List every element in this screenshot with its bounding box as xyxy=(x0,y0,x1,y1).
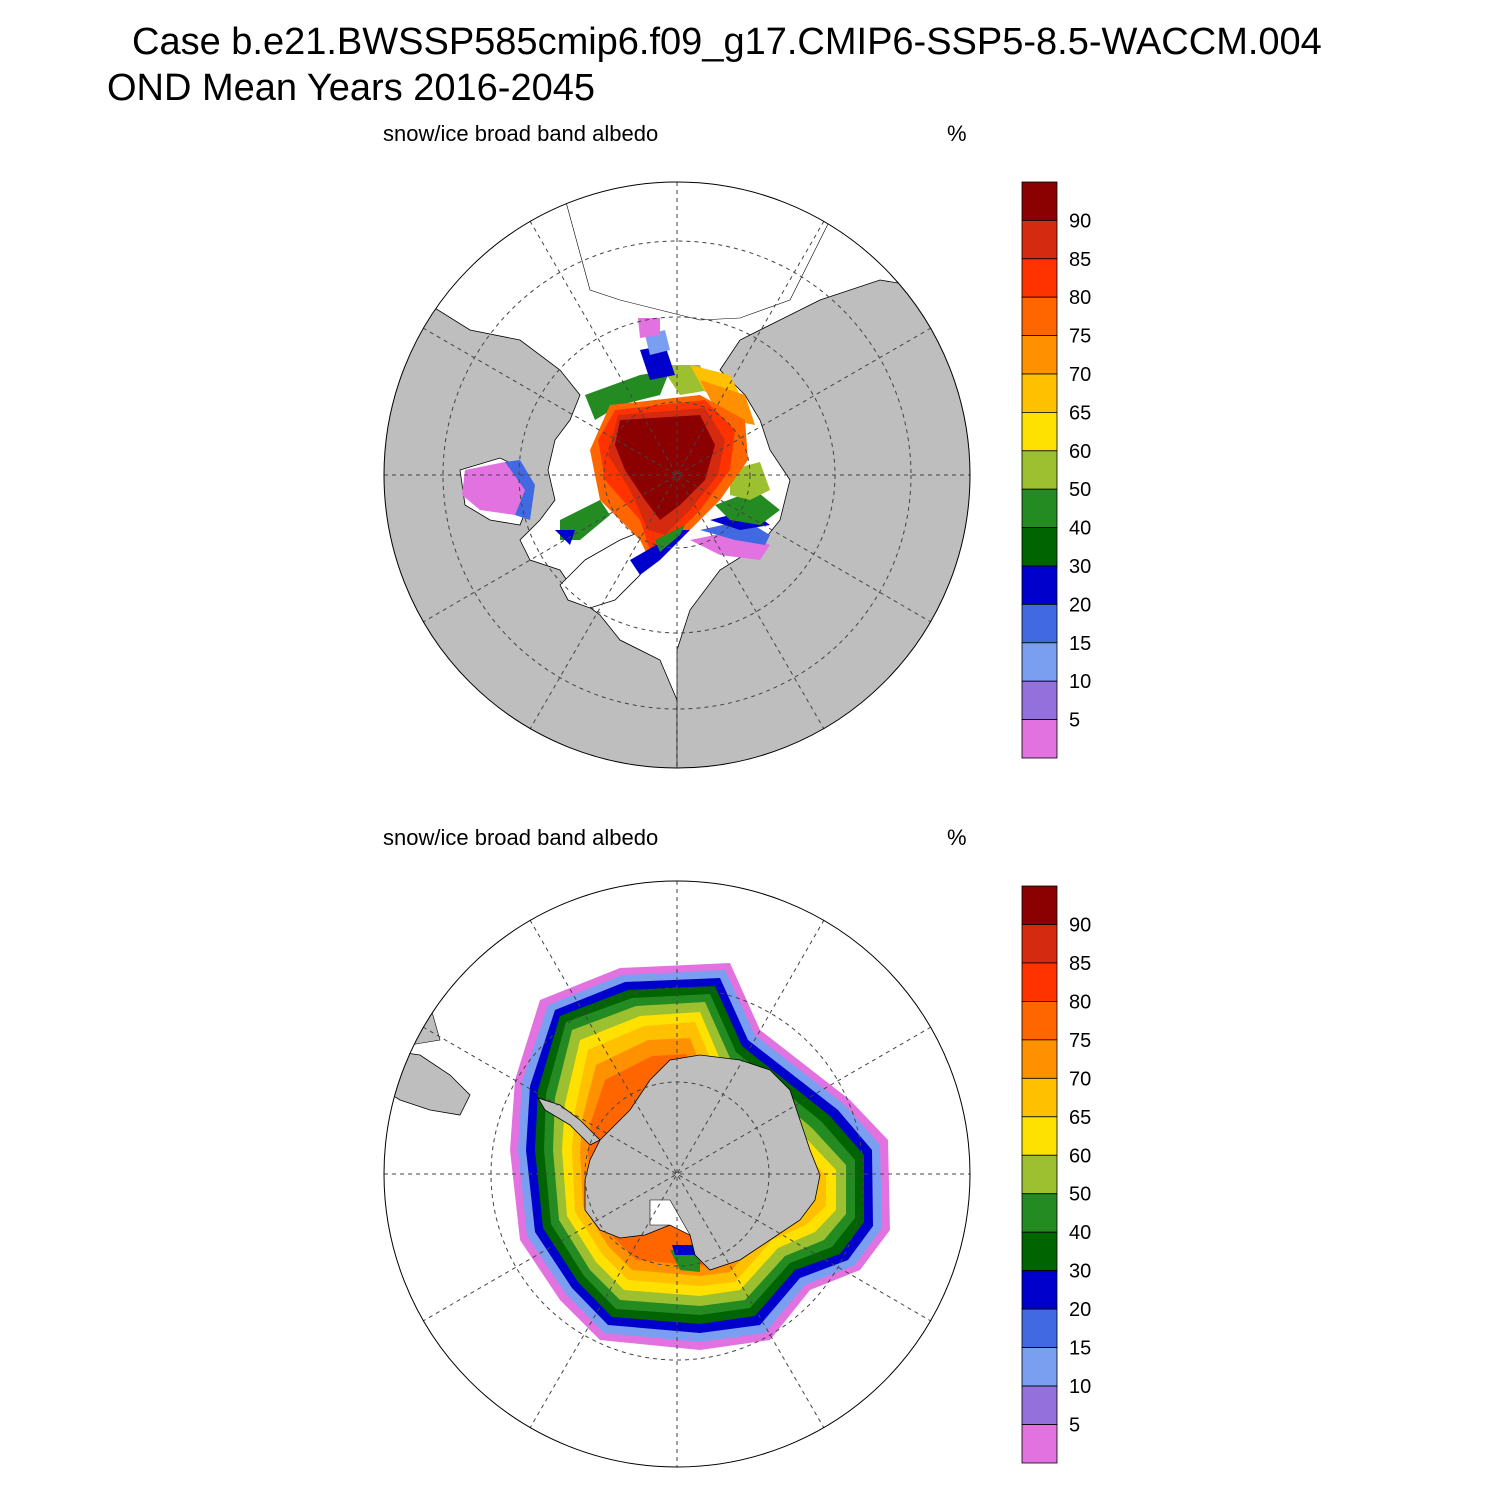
arctic-colorbar-swatch xyxy=(1021,450,1058,490)
antarctic-peninsula-land xyxy=(537,1097,601,1146)
arctic-map-border xyxy=(383,181,971,769)
arctic-colorbar-swatch xyxy=(1021,642,1058,682)
arctic-colorbar-swatch xyxy=(1021,565,1058,605)
antarctic-colorbar-tick-label: 85 xyxy=(1069,953,1091,975)
antarctic-map-border xyxy=(383,880,971,1468)
antarctic-colorbar-tick-label: 15 xyxy=(1069,1338,1091,1360)
arctic-colorbar-swatch xyxy=(1021,680,1058,721)
antarctic-colorbar-swatch xyxy=(1021,1270,1058,1310)
arctic-colorbar-tick-label: 85 xyxy=(1069,249,1091,271)
arctic-colorbar-tick-label: 70 xyxy=(1069,364,1091,386)
antarctic-colorbar-tick-label: 30 xyxy=(1069,1261,1091,1283)
antarctic-colorbar-tick-label: 75 xyxy=(1069,1030,1091,1052)
arctic-colorbar-swatch xyxy=(1021,604,1058,644)
arctic-colorbar-tick-label: 60 xyxy=(1069,441,1091,463)
antarctic-colorbar-swatch xyxy=(1021,1347,1058,1387)
antarctic-colorbar-swatch xyxy=(1021,962,1058,1002)
arctic-panel-units-label: % xyxy=(947,121,967,146)
antarctic-graticule xyxy=(384,881,970,1467)
arctic-colorbar-tick-label: 75 xyxy=(1069,326,1091,348)
arctic-colorbar: 90 85 80 75 70 65 60 50 40 30 20 15 10 5 xyxy=(1021,181,1091,759)
antarctic-colorbar-swatch xyxy=(1021,1116,1058,1156)
antarctic-colorbar-swatch xyxy=(1021,1001,1058,1041)
arctic-panel-variable-label: snow/ice broad band albedo xyxy=(383,121,659,146)
antarctic-colorbar-swatch xyxy=(1021,885,1058,925)
arctic-colorbar-tick-label: 15 xyxy=(1069,633,1091,655)
antarctic-colorbar-tick-label: 40 xyxy=(1069,1222,1091,1244)
antarctic-colorbar-tick-label: 60 xyxy=(1069,1145,1091,1167)
arctic-colorbar-swatch xyxy=(1021,527,1058,567)
arctic-map xyxy=(383,181,971,769)
antarctica-land xyxy=(584,1054,821,1271)
antarctic-colorbar-tick-label: 5 xyxy=(1069,1415,1080,1437)
arctic-colorbar-tick-label: 5 xyxy=(1069,710,1080,732)
antarctic-colorbar-tick-label: 70 xyxy=(1069,1068,1091,1090)
arctic-colorbar-swatch xyxy=(1021,296,1058,337)
arctic-colorbar-swatch xyxy=(1021,411,1058,452)
arctic-colorbar-tick-label: 30 xyxy=(1069,556,1091,578)
arctic-colorbar-swatch xyxy=(1021,335,1058,375)
figure-title-line-2: OND Mean Years 2016-2045 xyxy=(107,67,595,109)
arctic-colorbar-tick-label: 65 xyxy=(1069,402,1091,424)
antarctic-colorbar-swatch xyxy=(1021,1154,1058,1195)
antarctic-colorbar-swatch xyxy=(1021,1231,1058,1272)
figure-title-line-1: Case b.e21.BWSSP585cmip6.f09_g17.CMIP6-S… xyxy=(132,21,1322,63)
south-america-land-north xyxy=(384,999,441,1046)
arctic-colorbar-swatch xyxy=(1021,219,1058,260)
arctic-colorbar-swatch xyxy=(1021,488,1058,529)
antarctic-colorbar: 90 85 80 75 70 65 60 50 40 30 20 15 10 5 xyxy=(1021,885,1091,1464)
antarctic-colorbar-tick-label: 65 xyxy=(1069,1107,1091,1129)
arctic-colorbar-tick-label: 10 xyxy=(1069,671,1091,693)
arctic-colorbar-tick-label: 40 xyxy=(1069,518,1091,540)
arctic-colorbar-tick-label: 80 xyxy=(1069,287,1091,309)
arctic-colorbar-swatch xyxy=(1021,719,1058,759)
antarctic-colorbar-swatch xyxy=(1021,924,1058,964)
arctic-colorbar-swatch xyxy=(1021,181,1058,221)
antarctic-colorbar-swatch xyxy=(1021,1385,1058,1425)
arctic-graticule xyxy=(384,182,970,768)
antarctic-colorbar-swatch xyxy=(1021,1077,1058,1118)
antarctic-colorbar-swatch xyxy=(1021,1424,1058,1464)
arctic-colorbar-tick-label: 50 xyxy=(1069,479,1091,501)
arctic-colorbar-swatch xyxy=(1021,258,1058,298)
arctic-colorbar-tick-label: 20 xyxy=(1069,594,1091,616)
antarctic-colorbar-tick-label: 50 xyxy=(1069,1184,1091,1206)
antarctic-colorbar-tick-label: 90 xyxy=(1069,914,1091,936)
antarctic-map xyxy=(383,880,971,1468)
antarctic-colorbar-swatch xyxy=(1021,1308,1058,1348)
antarctic-colorbar-tick-label: 20 xyxy=(1069,1299,1091,1321)
antarctic-colorbar-tick-label: 80 xyxy=(1069,991,1091,1013)
arctic-colorbar-swatch xyxy=(1021,373,1058,413)
antarctic-panel-units-label: % xyxy=(947,825,967,850)
antarctic-panel-variable-label: snow/ice broad band albedo xyxy=(383,825,659,850)
arctic-colorbar-tick-label: 90 xyxy=(1069,210,1091,232)
antarctic-colorbar-tick-label: 10 xyxy=(1069,1376,1091,1398)
antarctic-colorbar-swatch xyxy=(1021,1193,1058,1233)
antarctic-colorbar-swatch xyxy=(1021,1039,1058,1079)
north-america-land xyxy=(384,299,678,768)
arctic-sea-ice-albedo-field xyxy=(462,318,780,575)
